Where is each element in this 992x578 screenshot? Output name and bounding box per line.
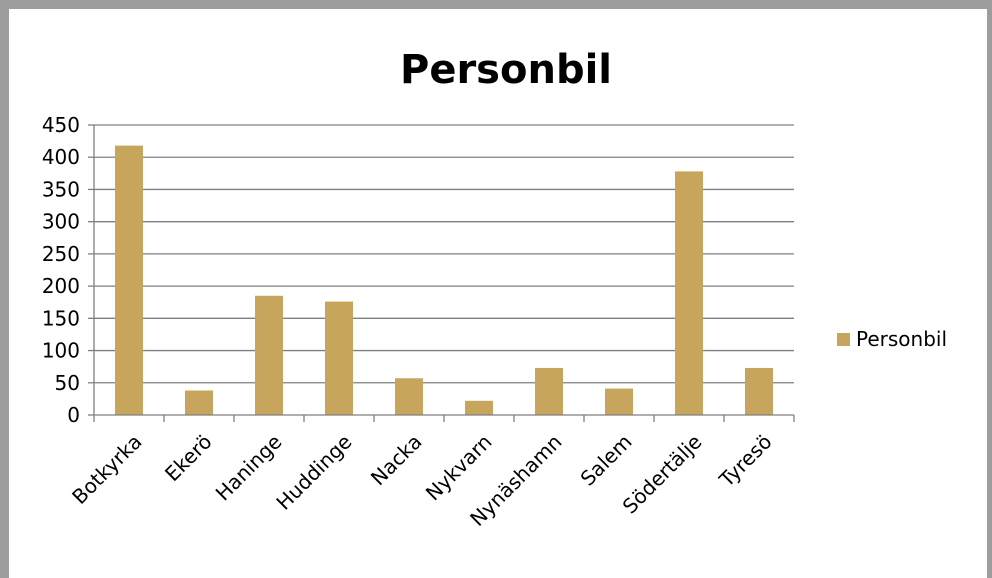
x-tick-label: Botkyrka [67,430,146,509]
y-tick-label: 50 [55,371,80,395]
bar-nynäshamn [535,367,563,415]
bar-nacka [395,378,423,415]
bar-salem [605,388,633,415]
y-axis-ticks: 0 50 100 150 200 250 300 350 400 450 [42,113,94,427]
bar-botkyrka [115,145,143,415]
y-tick-label: 450 [42,113,80,137]
y-tick-label: 350 [42,177,80,201]
y-tick-label: 250 [42,242,80,266]
chart-title: Personbil [400,47,612,93]
x-tick-label: Salem [576,430,637,491]
bars [115,145,773,415]
y-tick-label: 200 [42,274,80,298]
legend: Personbil [837,327,947,351]
x-tick-label: Ekerö [160,430,216,486]
legend-swatch [837,333,850,346]
x-tick-label: Tyresö [714,430,777,493]
bar-ekerö [185,390,213,415]
y-tick-label: 400 [42,145,80,169]
bar-södertälje [675,171,703,415]
legend-label: Personbil [856,327,947,351]
y-tick-label: 300 [42,210,80,234]
y-tick-label: 0 [67,403,80,427]
bar-tyresö [745,367,773,415]
bar-nykvarn [465,400,493,415]
x-tick-label: Nacka [366,430,427,491]
y-tick-label: 100 [42,339,80,363]
y-tick-label: 150 [42,306,80,330]
x-tick-label: Huddinge [271,430,356,515]
bar-haninge [255,295,283,415]
bar-huddinge [325,301,353,415]
